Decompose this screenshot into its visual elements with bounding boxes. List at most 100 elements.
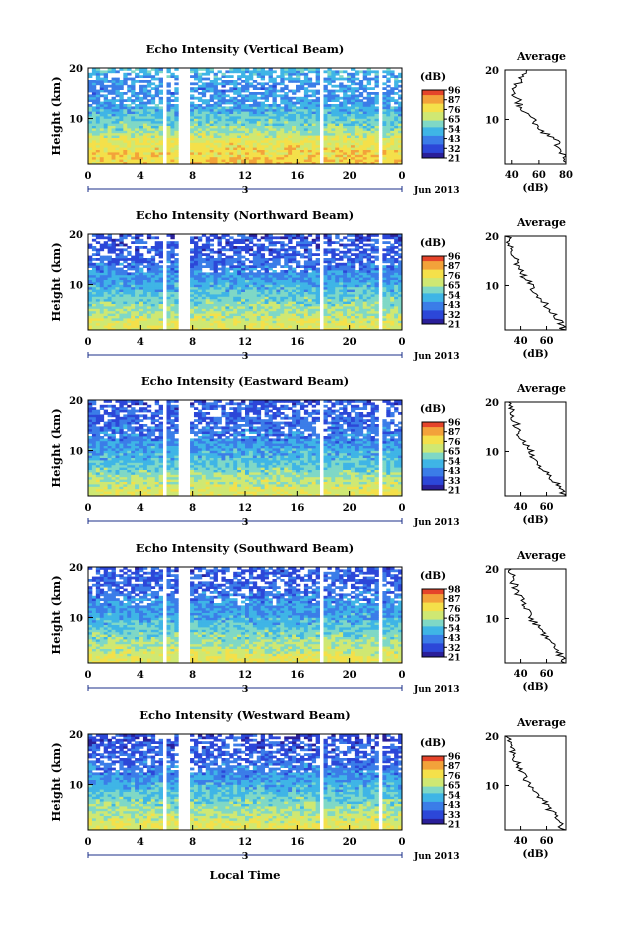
heatmap-cell [214, 140, 218, 143]
heatmap-cell [225, 260, 229, 263]
heatmap-cell [304, 159, 308, 162]
heatmap-cell [347, 145, 351, 148]
heatmap-cell [119, 251, 123, 254]
heatmap-cell [308, 292, 312, 295]
heatmap-cell [88, 304, 92, 307]
heatmap-cell [280, 133, 284, 136]
heatmap-cell [108, 311, 112, 314]
heatmap-cell [100, 311, 104, 314]
heatmap-cell [139, 145, 143, 148]
heatmap-cell [151, 256, 155, 259]
heatmap-cell [284, 114, 288, 117]
heatmap-cell [265, 104, 269, 107]
heatmap-cell [245, 313, 249, 316]
heatmap-cell [371, 87, 375, 90]
heatmap-cell [174, 150, 178, 153]
heatmap-cell [280, 280, 284, 283]
heatmap-cell [206, 318, 210, 321]
heatmap-cell [288, 150, 292, 153]
heatmap-cell [237, 265, 241, 268]
heatmap-cell [261, 138, 265, 141]
heatmap-cell [143, 292, 147, 295]
heatmap-cell [139, 316, 143, 319]
heatmap-cell [229, 304, 233, 307]
heatmap-cell [335, 130, 339, 133]
heatmap-cell [174, 306, 178, 309]
heatmap-cell [272, 133, 276, 136]
heatmap-cell [151, 154, 155, 157]
heatmap-cell [119, 320, 123, 323]
heatmap-cell [229, 265, 233, 268]
heatmap-cell [206, 82, 210, 85]
heatmap-cell [300, 80, 304, 83]
heatmap-cell [272, 150, 276, 153]
heatmap-cell [100, 275, 104, 278]
heatmap-cell [155, 94, 159, 97]
heatmap-cell [280, 121, 284, 124]
heatmap-cell [96, 94, 100, 97]
date-label: Jun 2013 [413, 186, 460, 196]
heatmap-cell [127, 109, 131, 112]
heatmap-cell [347, 260, 351, 263]
heatmap-cell [233, 97, 237, 100]
heatmap-cell [292, 90, 296, 93]
heatmap-cell [265, 118, 269, 121]
heatmap-cell [245, 265, 249, 268]
heatmap-cell [135, 104, 139, 107]
heatmap-cell [324, 292, 328, 295]
heatmap-cell [249, 73, 253, 76]
heatmap-cell [119, 292, 123, 295]
heatmap-cell [112, 147, 116, 150]
heatmap-cell [382, 154, 386, 157]
heatmap-cell [135, 236, 139, 239]
heatmap-cell [272, 85, 276, 88]
heatmap-cell [245, 289, 249, 292]
heatmap-cell [123, 116, 127, 119]
heatmap-cell [335, 301, 339, 304]
heatmap-cell [300, 111, 304, 114]
heatmap-cell [347, 109, 351, 112]
heatmap-cell [119, 256, 123, 259]
heatmap-cell [147, 118, 151, 121]
heatmap-cell [304, 260, 308, 263]
heatmap-cell [170, 308, 174, 311]
heatmap-cell [210, 287, 214, 290]
heatmap-cell [288, 258, 292, 261]
heatmap-cell [139, 70, 143, 73]
heatmap-cell [100, 94, 104, 97]
heatmap-cell [292, 275, 296, 278]
heatmap-cell [147, 142, 151, 145]
heatmap-cell [351, 316, 355, 319]
heatmap-cell [276, 236, 280, 239]
heatmap-cell [92, 287, 96, 290]
heatmap-cell [343, 90, 347, 93]
heatmap-cell [170, 142, 174, 145]
heatmap-cell [143, 241, 147, 244]
heatmap-cell [214, 82, 218, 85]
heatmap-cell [316, 114, 320, 117]
heatmap-cell [147, 82, 151, 85]
heatmap-cell [308, 80, 312, 83]
heatmap-cell [269, 287, 273, 290]
heatmap-cell [135, 272, 139, 275]
heatmap-cell [151, 289, 155, 292]
heatmap-cell [363, 128, 367, 131]
heatmap-cell [190, 272, 194, 275]
heatmap-cell [229, 325, 233, 328]
heatmap-cell [375, 106, 379, 109]
heatmap-cell [363, 263, 367, 266]
heatmap-cell [218, 258, 222, 261]
heatmap-cell [139, 284, 143, 287]
heatmap-cell [331, 154, 335, 157]
heatmap-cell [206, 294, 210, 297]
heatmap-cell [241, 102, 245, 105]
heatmap-cell [343, 109, 347, 112]
heatmap-cell [335, 147, 339, 150]
heatmap-cell [272, 265, 276, 268]
heatmap-cell [308, 320, 312, 323]
heatmap-cell [221, 289, 225, 292]
heatmap-cell [214, 308, 218, 311]
heatmap-cell [245, 239, 249, 242]
heatmap-cell [237, 142, 241, 145]
heatmap-cell [390, 154, 394, 157]
